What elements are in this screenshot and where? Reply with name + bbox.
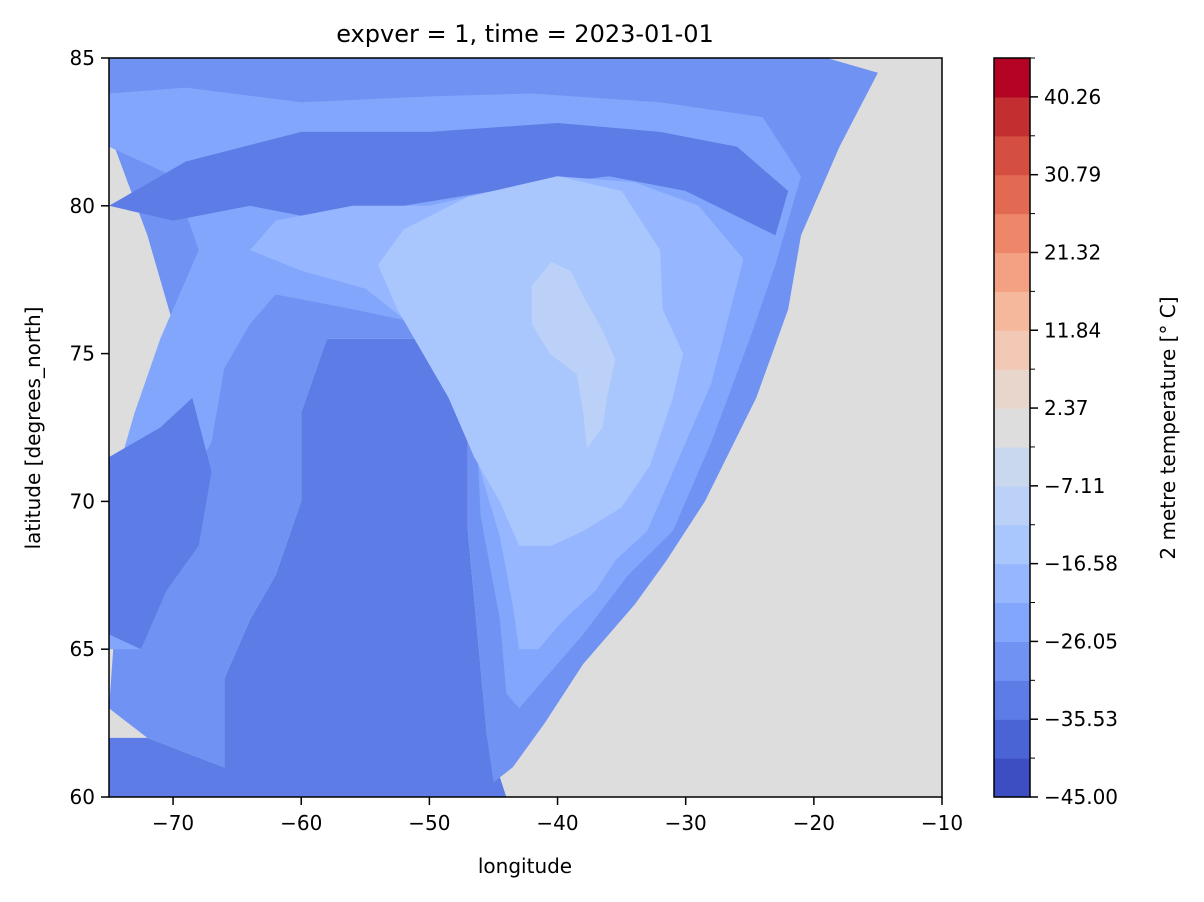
colorbar-tick-label: −16.58 bbox=[1044, 552, 1118, 576]
x-tick-label: −60 bbox=[280, 811, 322, 835]
colorbar-tick-label: 30.79 bbox=[1044, 163, 1101, 187]
colorbar-segment bbox=[994, 641, 1030, 681]
colorbar-tick-label: 2.37 bbox=[1044, 396, 1089, 420]
temperature-contours bbox=[109, 58, 878, 797]
colorbar-segment bbox=[994, 719, 1030, 759]
colorbar-segment bbox=[994, 446, 1030, 487]
x-tick-label: −70 bbox=[152, 811, 194, 835]
colorbar-tick-label: −7.11 bbox=[1044, 474, 1105, 498]
x-tick-label: −20 bbox=[793, 811, 835, 835]
colorbar: −45.00 −35.53 −26.05 −16.58 −7.11 2.37 11.84 21… bbox=[993, 57, 1118, 809]
colorbar-segment bbox=[994, 485, 1030, 526]
y-axis: 60 65 70 75 80 85 bbox=[70, 46, 109, 809]
colorbar-segment bbox=[994, 758, 1030, 798]
colorbar-tick-label: −26.05 bbox=[1044, 629, 1118, 653]
colorbar-segment bbox=[994, 369, 1030, 409]
y-tick-label: 70 bbox=[70, 489, 95, 513]
colorbar-segment bbox=[994, 330, 1030, 370]
colorbar-segment bbox=[994, 252, 1030, 292]
x-axis-label: longitude bbox=[478, 854, 572, 878]
colorbar-tick-label: 40.26 bbox=[1044, 85, 1101, 109]
colorbar-tick-label: 21.32 bbox=[1044, 240, 1101, 264]
colorbar-frame bbox=[993, 57, 1031, 798]
y-tick-label: 80 bbox=[70, 194, 95, 218]
chart-title: expver = 1, time = 2023-01-01 bbox=[336, 20, 714, 48]
colorbar-segment bbox=[994, 135, 1030, 176]
contour-region bbox=[109, 123, 789, 236]
y-axis-label: latitude [degrees_north] bbox=[21, 307, 45, 550]
x-tick-label: −30 bbox=[665, 811, 707, 835]
colorbar-tick-label: −35.53 bbox=[1044, 707, 1118, 731]
y-tick-label: 60 bbox=[70, 785, 95, 809]
x-axis: −70 −60 −50 −40 −30 −20 −10 bbox=[152, 797, 963, 835]
x-tick-label: −10 bbox=[921, 811, 963, 835]
colorbar-segment bbox=[994, 680, 1030, 720]
y-tick-label: 85 bbox=[70, 46, 95, 70]
colorbar-segment bbox=[994, 602, 1030, 643]
y-tick-label: 75 bbox=[70, 342, 95, 366]
plot-frame bbox=[108, 57, 943, 798]
colorbar-segment bbox=[994, 96, 1030, 137]
y-tick-label: 65 bbox=[70, 637, 95, 661]
contour-region bbox=[109, 338, 507, 797]
colorbar-segment bbox=[994, 524, 1030, 565]
colorbar-tick-label: 11.84 bbox=[1044, 318, 1101, 342]
colorbar-segment bbox=[994, 174, 1030, 215]
colorbar-segment bbox=[994, 291, 1030, 331]
x-tick-label: −40 bbox=[536, 811, 578, 835]
x-tick-label: −50 bbox=[408, 811, 450, 835]
colorbar-segment bbox=[994, 563, 1030, 604]
colorbar-segment bbox=[994, 213, 1030, 254]
contour-region bbox=[531, 262, 616, 449]
colorbar-tick-label: −45.00 bbox=[1044, 785, 1118, 809]
colorbar-segment bbox=[994, 408, 1030, 448]
colorbar-label: 2 metre temperature [° C] bbox=[1156, 296, 1180, 559]
contour-region bbox=[109, 397, 212, 650]
contour-region bbox=[378, 176, 684, 546]
colorbar-segment bbox=[994, 58, 1030, 98]
